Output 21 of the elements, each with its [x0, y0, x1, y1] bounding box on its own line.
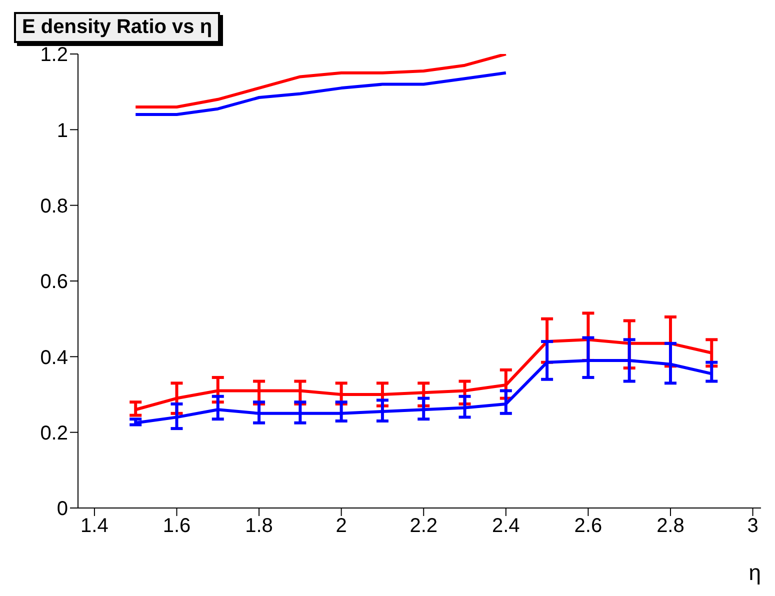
x-tick-label: 2.6 [574, 515, 602, 538]
line-series [134, 71, 508, 116]
y-tick-label: 0.8 [40, 195, 68, 218]
chart-title: E density Ratio vs η [14, 12, 220, 43]
x-tick-label: 2.8 [656, 515, 684, 538]
line-series [134, 54, 508, 108]
x-tick-label: 1.6 [162, 515, 191, 538]
x-tick-label: 2.4 [492, 515, 520, 538]
x-tick-label: 1.4 [80, 515, 108, 538]
y-tick-label: 0.2 [40, 422, 68, 444]
x-tick-label: 3 [747, 515, 758, 538]
x-tick-label: 2.2 [410, 515, 438, 538]
y-tick-label: 0.4 [40, 346, 68, 369]
y-tick-label: 0.6 [40, 271, 68, 294]
x-axis-title: η [748, 560, 761, 586]
line-series [134, 338, 714, 412]
y-tick-label: 1 [56, 120, 68, 142]
x-tick-label: 2 [336, 515, 347, 538]
y-tick-label: 1.2 [40, 44, 68, 66]
y-tick-label: 0 [56, 498, 68, 520]
x-tick-label: 1.8 [245, 515, 273, 538]
